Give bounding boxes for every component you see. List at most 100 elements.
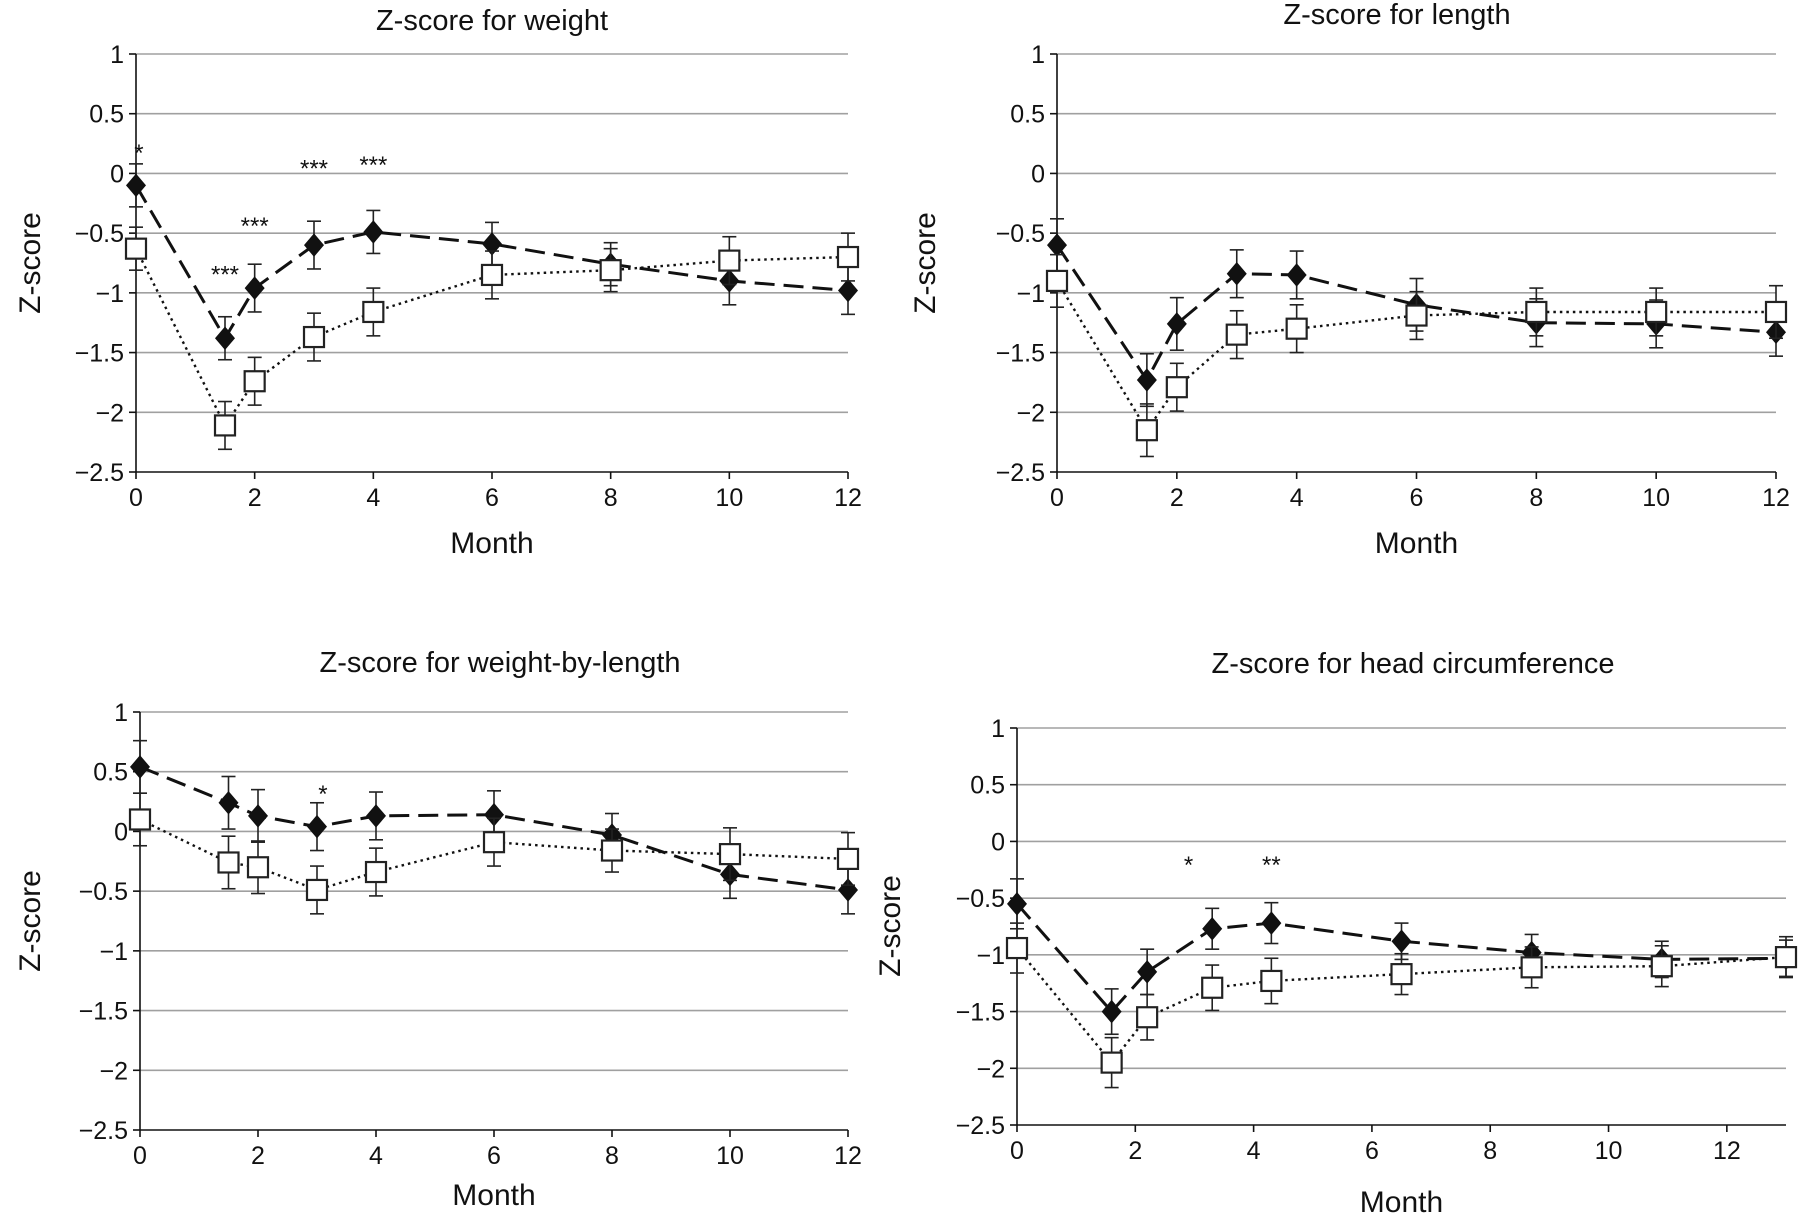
data-point-diamond (1166, 312, 1187, 336)
significance-annotation: ** (1262, 852, 1281, 879)
x-tick-label: 4 (369, 1142, 383, 1170)
y-axis-label: Z-score (909, 212, 942, 314)
data-point-square (213, 414, 237, 437)
x-tick-label: 6 (485, 484, 499, 512)
x-tick-label: 2 (251, 1142, 265, 1170)
y-axis-label: Z-score (874, 875, 907, 977)
data-point-square (1005, 936, 1029, 960)
x-tick-label: 2 (1170, 484, 1184, 512)
y-tick-label: −0.5 (996, 220, 1045, 248)
data-point-square (362, 300, 385, 324)
data-point-diamond (1101, 999, 1122, 1024)
y-tick-label: 0.5 (1010, 101, 1045, 129)
chart-title: Z-score for length (1283, 0, 1510, 31)
x-tick-label: 0 (1010, 1137, 1024, 1165)
data-point-diamond (1226, 261, 1247, 286)
x-tick-label: 10 (1642, 484, 1670, 512)
data-point-diamond (303, 233, 325, 257)
data-point-square (1100, 1051, 1123, 1074)
series-2 (1005, 922, 1798, 1089)
y-tick-label: −1.5 (956, 999, 1005, 1027)
data-point-square (1165, 376, 1188, 399)
chart-panel-4: Z-score for head circumference 1 0.5 0 −0.5 −… (874, 648, 1798, 1218)
data-point-diamond (365, 804, 387, 828)
significance-annotation: * (1184, 852, 1193, 879)
chart-panel-2: Z-score for length10.50−0.5−1−1.5−2−2.50… (909, 0, 1790, 560)
x-tick-label: 12 (1713, 1137, 1741, 1165)
y-tick-label: −1 (976, 942, 1005, 970)
y-tick-label: −2.5 (79, 1117, 128, 1145)
data-point-square (305, 878, 329, 902)
data-point-square (1136, 1006, 1159, 1029)
y-tick-label: 1 (110, 41, 124, 69)
data-point-square (1260, 969, 1283, 993)
x-axis-label: Month (450, 527, 533, 560)
y-tick-label: −2 (1016, 399, 1045, 427)
x-tick-label: 0 (1050, 484, 1064, 512)
significance-annotation: *** (241, 213, 269, 240)
chart-title: Z-score for head circumference (1212, 648, 1615, 680)
data-point-diamond (214, 326, 236, 351)
data-point-square (482, 831, 506, 854)
data-point-square (480, 263, 504, 287)
x-tick-label: 4 (1247, 1137, 1261, 1165)
data-point-square (1774, 946, 1798, 969)
y-tick-label: −2.5 (996, 459, 1045, 487)
y-tick-label: 0.5 (89, 101, 124, 129)
series-2 (128, 792, 860, 915)
data-point-square (1650, 955, 1673, 978)
chart-title: Z-score for weight (376, 5, 608, 37)
chart-title: Z-score for weight-by-length (319, 647, 680, 679)
data-point-square (836, 847, 860, 870)
data-point-diamond (218, 790, 239, 815)
data-point-square (1045, 269, 1069, 293)
data-point-square (302, 325, 326, 349)
significance-annotation: *** (211, 262, 239, 289)
data-point-diamond (129, 755, 151, 779)
x-tick-label: 4 (366, 484, 380, 512)
data-point-diamond (1136, 368, 1157, 392)
data-point-diamond (1391, 929, 1412, 954)
data-point-diamond (837, 278, 859, 303)
x-tick-label: 0 (129, 484, 143, 512)
chart-panel-1: Z-score for weight10.50−0.5−1−1.5−2−2.50… (14, 5, 862, 560)
data-point-square (128, 808, 152, 831)
y-tick-label: −1.5 (996, 340, 1045, 368)
data-point-diamond (125, 173, 147, 198)
series-2 (1045, 253, 1788, 458)
data-point-square (1645, 300, 1668, 324)
chart-panel-3: Z-score for weight-by-length 1 0.5 0 −0.5 −1 −… (14, 647, 862, 1212)
y-tick-label: −2 (95, 399, 124, 427)
x-tick-label: 8 (604, 484, 618, 512)
y-tick-label: 0 (991, 828, 1005, 856)
y-tick-label: −1.5 (75, 340, 124, 368)
data-point-square (1201, 976, 1224, 999)
x-tick-label: 0 (133, 1142, 147, 1170)
y-tick-label: −1 (95, 280, 124, 308)
x-tick-label: 6 (1365, 1137, 1379, 1165)
y-tick-label: −2 (976, 1055, 1005, 1083)
series-1 (125, 163, 859, 361)
y-tick-label: −1 (99, 938, 128, 966)
data-point-diamond (306, 814, 328, 839)
y-tick-label: 0 (1031, 160, 1045, 188)
data-point-square (600, 839, 624, 862)
y-tick-label: 0.5 (93, 759, 128, 787)
x-axis-label: Month (1375, 527, 1458, 560)
series-line (134, 248, 849, 428)
x-tick-label: 8 (1483, 1137, 1497, 1165)
data-point-square (836, 245, 860, 269)
data-point-square (718, 249, 741, 272)
data-point-diamond (1261, 911, 1282, 935)
data-point-square (217, 851, 240, 874)
x-tick-label: 4 (1290, 484, 1304, 512)
data-point-square (1764, 300, 1788, 324)
data-point-square (1520, 956, 1543, 979)
x-tick-label: 2 (248, 484, 262, 512)
data-point-square (246, 856, 270, 879)
significance-annotation: * (318, 781, 327, 808)
y-tick-label: 0 (114, 818, 128, 846)
data-point-diamond (363, 220, 384, 244)
data-point-square (1525, 300, 1548, 324)
x-tick-label: 10 (715, 484, 743, 512)
